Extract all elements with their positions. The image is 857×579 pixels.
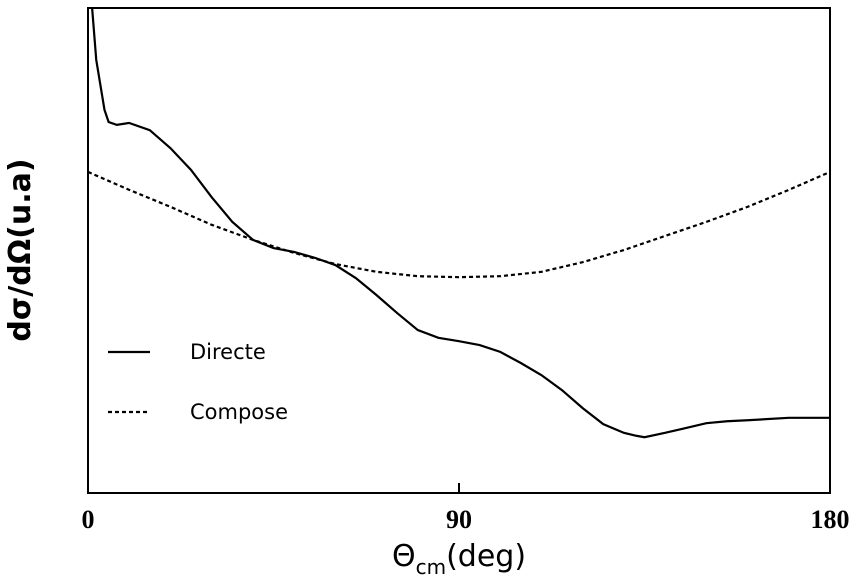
data-line [88,170,830,279]
x-tick-label: 90 [446,505,472,534]
x-label-subscript: cm [416,555,446,579]
x-label-unit: (deg) [446,539,526,574]
y-axis-label: dσ/dΩ(u.a) [3,158,38,341]
legend-label: Compose [190,400,288,424]
x-tick-label: 180 [811,505,850,534]
x-tick-label: 0 [82,505,95,534]
legend-label: Directe [190,340,266,364]
x-axis-label: Θcm(deg) [392,539,526,579]
x-label-symbol: Θ [392,539,416,574]
plot-area [88,8,830,439]
data-line [91,8,830,439]
